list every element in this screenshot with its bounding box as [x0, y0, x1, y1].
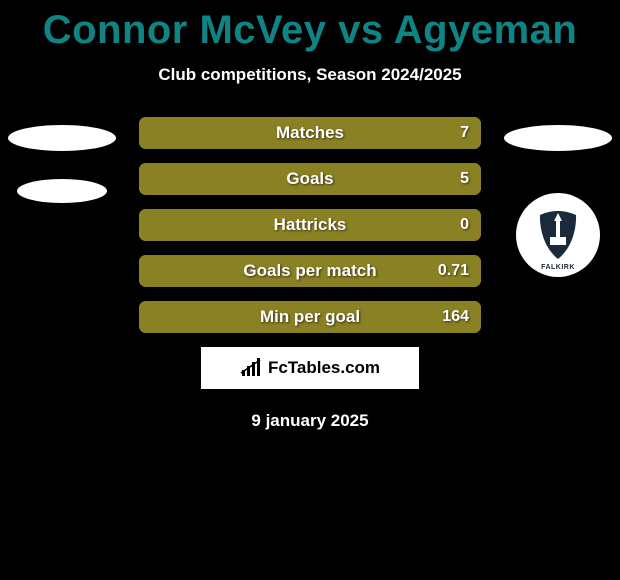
brand-text: FcTables.com	[268, 358, 380, 378]
right-player-column: FALKIRK	[502, 125, 614, 277]
stat-label: Hattricks	[274, 215, 347, 235]
stat-label: Matches	[276, 123, 344, 143]
stat-value: 0.71	[438, 262, 469, 280]
stat-bar-min-per-goal: Min per goal 164	[139, 301, 481, 333]
date-text: 9 january 2025	[0, 411, 620, 431]
stat-bar-hattricks: Hattricks 0	[139, 209, 481, 241]
stat-bar-goals: Goals 5	[139, 163, 481, 195]
subtitle: Club competitions, Season 2024/2025	[0, 65, 620, 85]
stat-bar-goals-per-match: Goals per match 0.71	[139, 255, 481, 287]
page-title: Connor McVey vs Agyeman	[0, 0, 620, 53]
left-player-column	[6, 125, 118, 231]
stat-bars: Matches 7 Goals 5 Hattricks 0 Goals per …	[139, 117, 481, 333]
stat-label: Min per goal	[260, 307, 360, 327]
stat-value: 164	[442, 308, 469, 326]
brand-box: FcTables.com	[201, 347, 419, 389]
left-badge-2	[17, 179, 107, 203]
stat-value: 5	[460, 170, 469, 188]
bar-chart-icon	[240, 358, 264, 378]
comparison-layout: FALKIRK Matches 7 Goals 5 Hattricks 0 Go…	[0, 117, 620, 333]
right-badge-1	[504, 125, 612, 151]
right-club-crest: FALKIRK	[516, 193, 600, 277]
stat-label: Goals per match	[243, 261, 376, 281]
left-badge-1	[8, 125, 116, 151]
crest-label: FALKIRK	[541, 264, 575, 271]
stat-value: 7	[460, 124, 469, 142]
stat-label: Goals	[286, 169, 333, 189]
stat-bar-matches: Matches 7	[139, 117, 481, 149]
stat-value: 0	[460, 216, 469, 234]
shield-steeple-icon	[528, 205, 588, 265]
